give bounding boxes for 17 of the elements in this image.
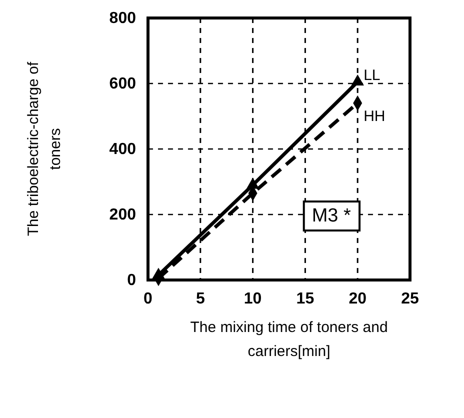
y-tick-label: 600 — [109, 76, 136, 93]
point — [351, 74, 364, 86]
series-label: LL — [364, 66, 380, 84]
y-tick-label: 800 — [109, 10, 136, 28]
x-tick-label: 15 — [296, 290, 314, 308]
x-tick-label: 25 — [401, 290, 419, 308]
y-axis-title: The triboelectric-charge of toners — [25, 61, 64, 236]
annotation: M3 * — [312, 206, 352, 226]
series-label: HH — [364, 108, 386, 126]
x-tick-label: 10 — [244, 290, 262, 308]
x-tick-label: 0 — [144, 290, 153, 308]
y-tick-label: 200 — [109, 206, 136, 224]
y-tick-label: 400 — [109, 141, 136, 158]
y-tick-label: 0 — [127, 272, 136, 290]
x-tick-label: 5 — [196, 290, 205, 308]
x-tick-label: 20 — [348, 290, 367, 308]
x-axis-title: The mixing time of toners and carriers[min] — [190, 319, 388, 360]
